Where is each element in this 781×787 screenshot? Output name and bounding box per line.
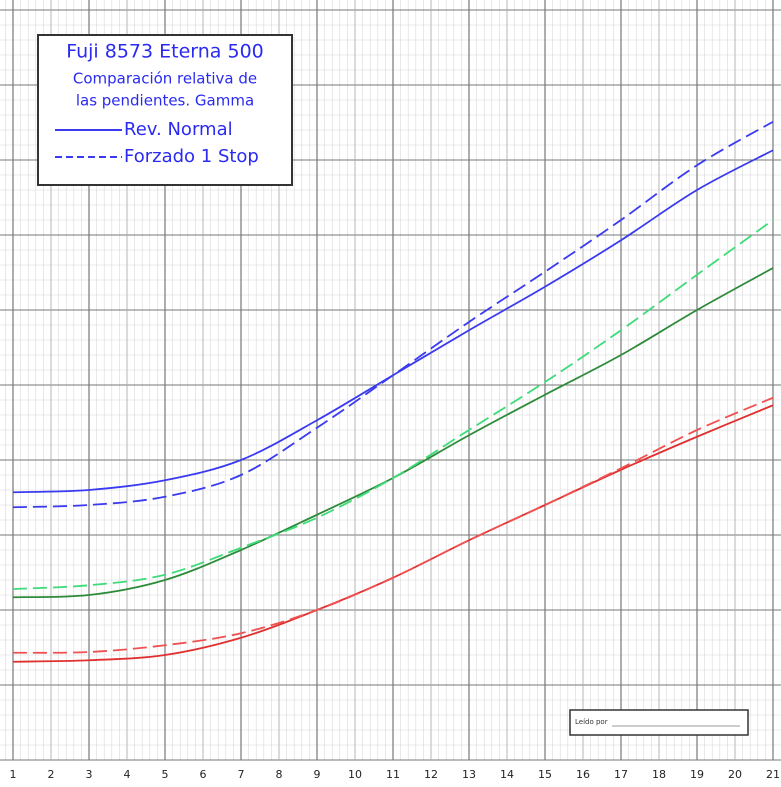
subtitle: las pendientes. Gamma — [76, 92, 254, 110]
x-tick-label: 15 — [538, 768, 552, 781]
x-tick-label: 21 — [766, 768, 780, 781]
x-tick-label: 6 — [200, 768, 207, 781]
legend-box — [37, 34, 293, 186]
subtitle: Comparación relativa de — [73, 70, 257, 88]
x-tick-label: 17 — [614, 768, 628, 781]
x-tick-label: 12 — [424, 768, 438, 781]
curve — [12, 219, 774, 590]
x-tick-label: 19 — [690, 768, 704, 781]
x-tick-label: 8 — [276, 768, 283, 781]
x-tick-label: 10 — [348, 768, 362, 781]
curve — [12, 120, 774, 509]
x-tick-label: 2 — [48, 768, 55, 781]
x-tick-label: 16 — [576, 768, 590, 781]
reader-box — [569, 709, 749, 736]
chart-title: Fuji 8573 Eterna 500 — [66, 41, 264, 63]
curve — [12, 149, 774, 494]
legend-label: Rev. Normal — [124, 119, 233, 140]
graph-paper — [0, 0, 781, 761]
annotation: Leído por — [575, 718, 608, 726]
x-tick-label: 5 — [162, 768, 169, 781]
x-tick-label: 3 — [86, 768, 93, 781]
x-tick-label: 7 — [238, 768, 245, 781]
x-tick-label: 4 — [124, 768, 131, 781]
x-tick-label: 20 — [728, 768, 742, 781]
x-tick-label: 11 — [386, 768, 400, 781]
curve — [12, 404, 774, 663]
legend-label: Forzado 1 Stop — [124, 146, 259, 167]
x-tick-label: 14 — [500, 768, 514, 781]
x-tick-label: 9 — [314, 768, 321, 781]
x-tick-label: 13 — [462, 768, 476, 781]
x-tick-label: 1 — [10, 768, 17, 781]
x-tick-label: 18 — [652, 768, 666, 781]
legend: Rev. Normal Forzado 1 Stop — [55, 119, 259, 167]
curves — [12, 120, 774, 663]
